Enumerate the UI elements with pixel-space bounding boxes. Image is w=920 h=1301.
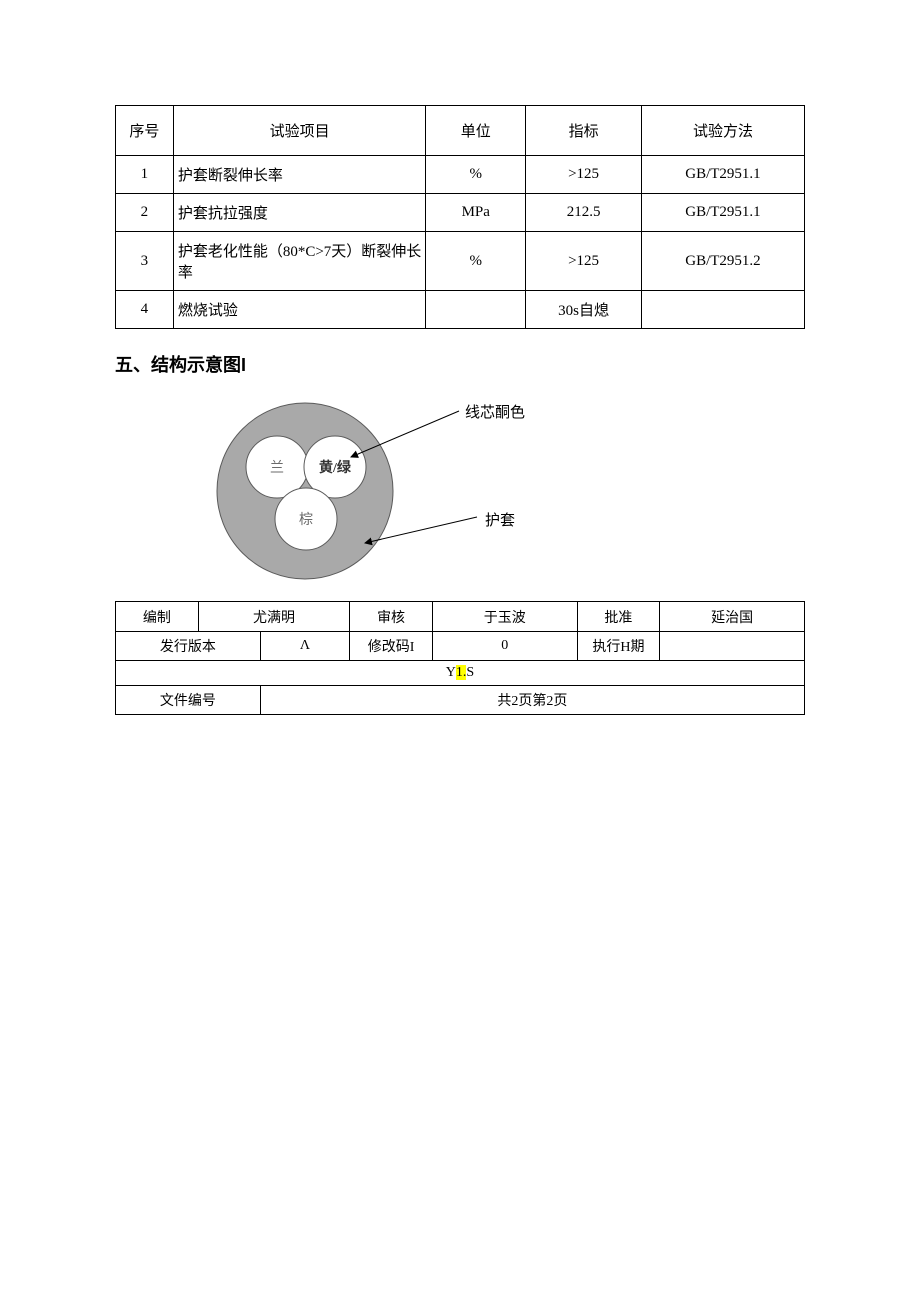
cell-method: GB/T2951.1 [641,156,804,194]
table-row: 3 护套老化性能（80*C>7天）断裂伸长率 % >125 GB/T2951.2 [116,232,805,291]
label-doc-number: 文件编号 [116,686,261,715]
value-approved-by: 延治国 [660,602,805,632]
value-rev-code: 0 [432,632,577,661]
cell-no: 1 [116,156,174,194]
footer-row-signatures: 编制 尤满明 审核 于玉波 批准 延治国 [116,602,805,632]
page-content: 序号 试验项目 单位 指标 试验方法 1 护套断裂伸长率 % >125 GB/T… [0,0,920,715]
footer-row-code: Y1.S [116,661,805,686]
cell-method [641,291,804,329]
cell-unit: % [426,156,526,194]
value-compiled-by: 尤满明 [198,602,350,632]
table-row: 1 护套断裂伸长率 % >125 GB/T2951.1 [116,156,805,194]
cell-spec: 212.5 [526,194,642,232]
cell-spec: 30s自熄 [526,291,642,329]
value-exec-date [660,632,805,661]
cable-cross-section-diagram: 兰 黄/绿 棕 线芯酮色 护套 [115,391,805,591]
cell-method: GB/T2951.1 [641,194,804,232]
core-label-lan: 兰 [270,460,284,476]
cell-item: 护套抗拉强度 [173,194,425,232]
core-label-huanglv: 黄/绿 [319,459,352,476]
footer-meta-table: 编制 尤满明 审核 于玉波 批准 延治国 发行版本 Λ 修改码I 0 执行H期 … [115,601,805,715]
col-header-method: 试验方法 [641,106,804,156]
value-reviewed-by: 于玉波 [432,602,577,632]
cell-item: 护套老化性能（80*C>7天）断裂伸长率 [173,232,425,291]
value-page-info: 共2页第2页 [260,686,804,715]
annotation-label-core-color: 线芯酮色 [465,401,525,422]
cell-unit [426,291,526,329]
col-header-spec: 指标 [526,106,642,156]
cell-no: 3 [116,232,174,291]
footer-row-version: 发行版本 Λ 修改码I 0 执行H期 [116,632,805,661]
label-exec-date: 执行H期 [577,632,660,661]
document-code: Y1.S [116,661,805,686]
cell-spec: >125 [526,156,642,194]
cell-no: 4 [116,291,174,329]
col-header-item: 试验项目 [173,106,425,156]
label-rev-code: 修改码I [350,632,433,661]
cell-unit: % [426,232,526,291]
value-release-version: Λ [260,632,350,661]
cell-method: GB/T2951.2 [641,232,804,291]
test-items-table: 序号 试验项目 单位 指标 试验方法 1 护套断裂伸长率 % >125 GB/T… [115,105,805,329]
diagram-svg: 兰 黄/绿 棕 [115,391,805,591]
footer-row-docno: 文件编号 共2页第2页 [116,686,805,715]
table-header-row: 序号 试验项目 单位 指标 试验方法 [116,106,805,156]
label-compiled-by: 编制 [116,602,199,632]
label-release-version: 发行版本 [116,632,261,661]
code-prefix: Y [446,665,456,680]
cell-spec: >125 [526,232,642,291]
cell-item: 燃烧试验 [173,291,425,329]
label-reviewed-by: 审核 [350,602,433,632]
code-highlight: 1. [456,665,467,680]
label-approved-by: 批准 [577,602,660,632]
section-heading: 五、结构示意图I [115,351,805,377]
cell-no: 2 [116,194,174,232]
table-row: 2 护套抗拉强度 MPa 212.5 GB/T2951.1 [116,194,805,232]
annotation-label-sheath: 护套 [485,509,515,530]
cell-item: 护套断裂伸长率 [173,156,425,194]
col-header-no: 序号 [116,106,174,156]
core-label-zong: 棕 [299,512,313,528]
code-suffix: S [466,665,474,680]
cell-unit: MPa [426,194,526,232]
col-header-unit: 单位 [426,106,526,156]
table-row: 4 燃烧试验 30s自熄 [116,291,805,329]
